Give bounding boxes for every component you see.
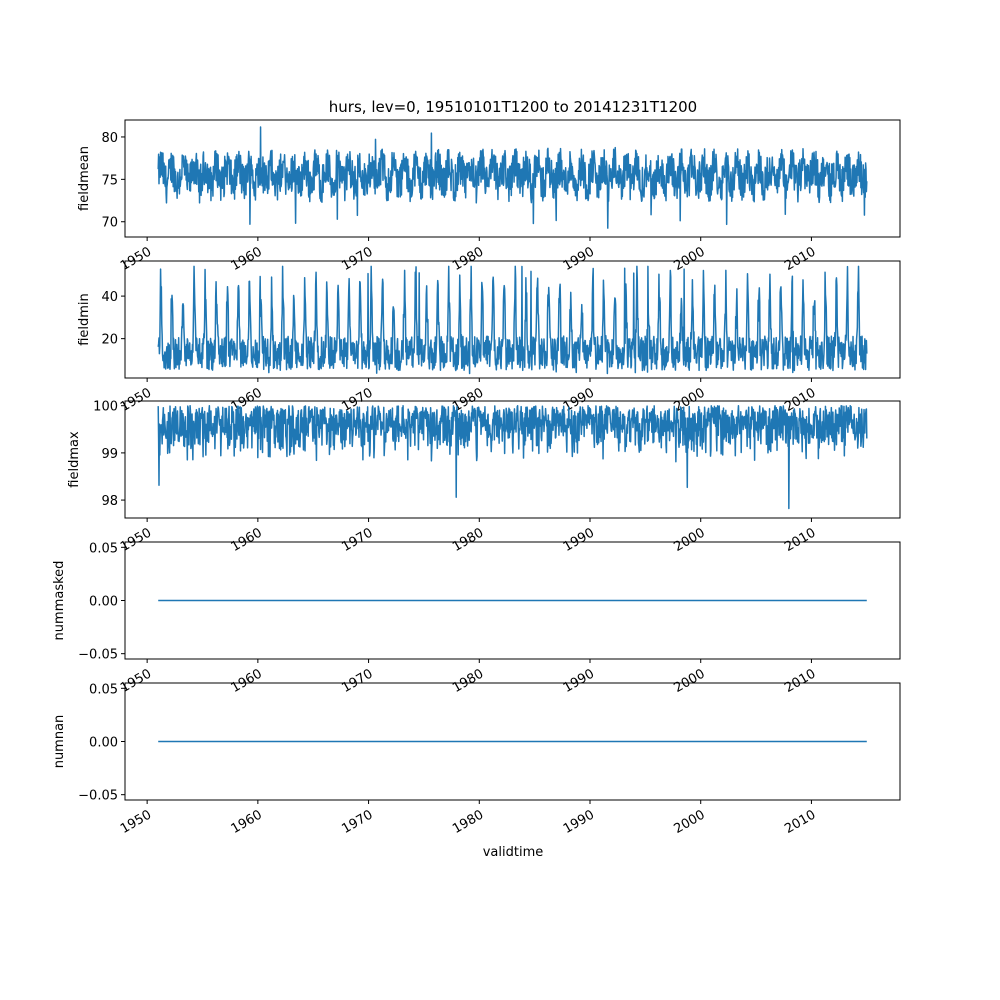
nummasked-y-tick-label: −0.05 [78, 648, 118, 663]
numnan-y-tick-label: −0.05 [78, 789, 118, 804]
fieldmean-series-line [157, 126, 868, 229]
fieldmax-y-tick-label: 98 [101, 494, 118, 509]
fieldmean-y-tick-label: 80 [101, 131, 118, 146]
numnan-y-tick-label: 0.05 [89, 682, 118, 697]
fieldmin-y-tick-label: 20 [101, 333, 118, 348]
fieldmax-axes-frame [124, 400, 901, 519]
fieldmean-y-axis-label: fieldmean [77, 146, 92, 211]
fieldmax-y-tick-label: 99 [101, 447, 118, 462]
fieldmax-y-axis-label: fieldmax [67, 431, 82, 488]
fieldmax-series-line [157, 404, 868, 510]
fieldmax-y-tick-label: 100 [93, 400, 118, 415]
x-axis-label: validtime [483, 845, 544, 860]
fieldmean-axes-frame [124, 119, 901, 238]
numnan-y-axis-label: numnan [52, 715, 67, 769]
fieldmin-y-tick-label: 40 [101, 290, 118, 305]
nummasked-y-tick-label: 0.05 [89, 541, 118, 556]
fieldmean-y-tick-label: 70 [101, 216, 118, 231]
nummasked-y-axis-label: nummasked [52, 561, 67, 641]
fieldmean-y-tick-label: 75 [101, 173, 118, 188]
nummasked-y-tick-label: 0.00 [89, 595, 118, 610]
figure-title: hurs, lev=0, 19510101T1200 to 20141231T1… [329, 98, 697, 116]
fieldmin-axes-frame [124, 260, 901, 379]
fieldmin-series-line [157, 265, 868, 375]
fieldmin-y-axis-label: fieldmin [77, 293, 92, 346]
numnan-y-tick-label: 0.00 [89, 736, 118, 751]
